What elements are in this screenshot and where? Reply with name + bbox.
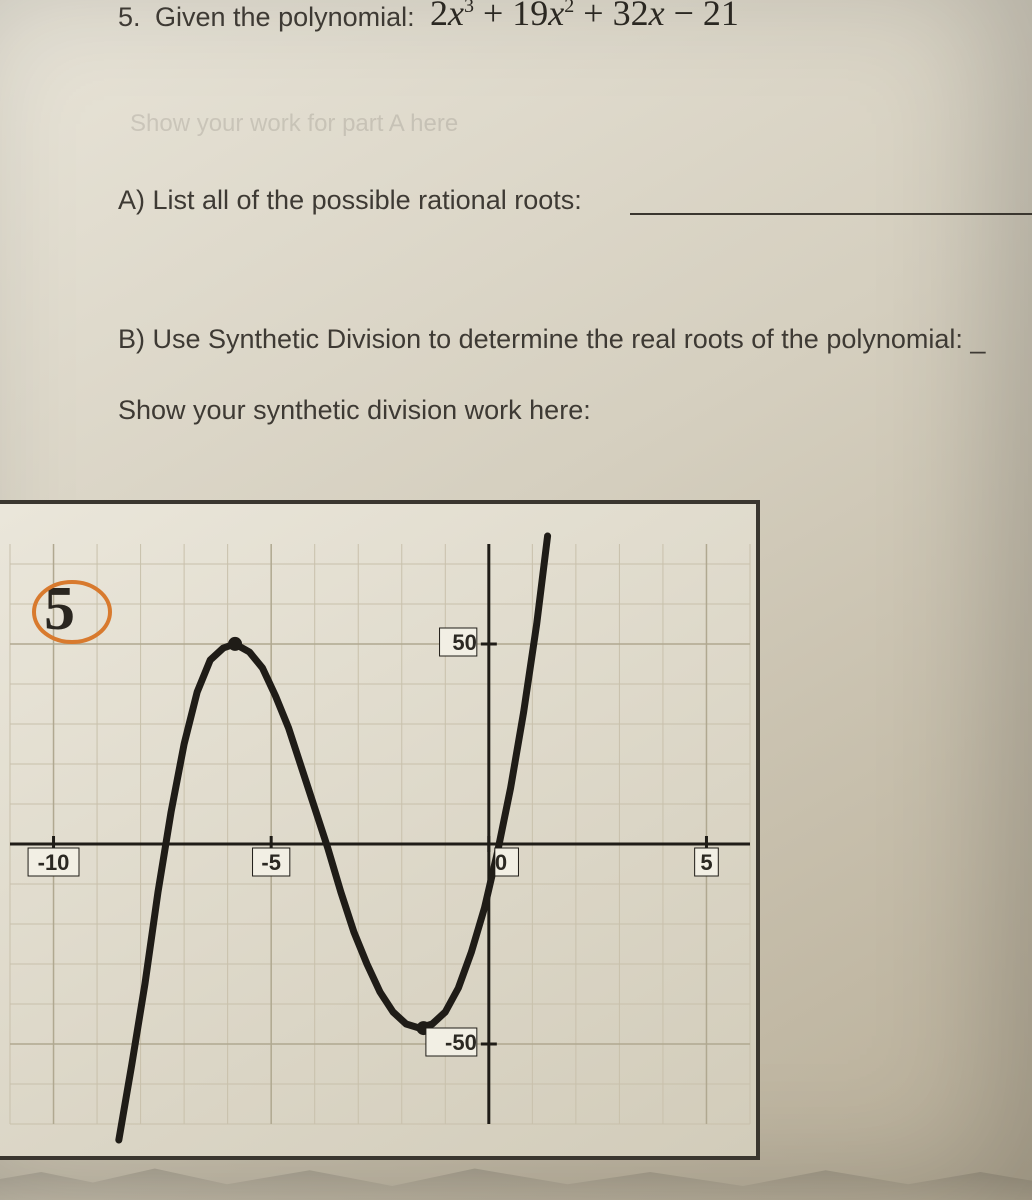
svg-text:0: 0 [495,850,507,875]
part-a-label: A) List all of the possible rational roo… [118,185,582,216]
graph-container: -10-50550-50 [0,500,760,1160]
paper-sheet: 5. Given the polynomial: 2x3 + 19x2 + 32… [0,0,1032,1200]
svg-text:-5: -5 [261,850,281,875]
faded-hint-text: Show your work for part A here [130,110,458,138]
handwritten-five: 5 [44,574,75,645]
part-a-blank-line[interactable] [630,213,1032,215]
page-root: 5. Given the polynomial: 2x3 + 19x2 + 32… [0,0,1032,1200]
torn-paper-edge [0,1165,1032,1200]
question-number: 5. [118,2,141,33]
svg-text:50: 50 [452,630,476,655]
part-b-show-work-text: Show your synthetic division work here: [118,395,591,426]
svg-text:5: 5 [700,850,712,875]
polynomial-expression: 2x3 + 19x2 + 32x − 21 [430,0,739,34]
part-b-label: B) Use Synthetic Division to determine t… [118,324,985,355]
question-given-text: Given the polynomial: [155,2,415,33]
svg-text:-50: -50 [445,1030,477,1055]
svg-text:-10: -10 [38,850,70,875]
polynomial-graph: -10-50550-50 [0,504,760,1164]
